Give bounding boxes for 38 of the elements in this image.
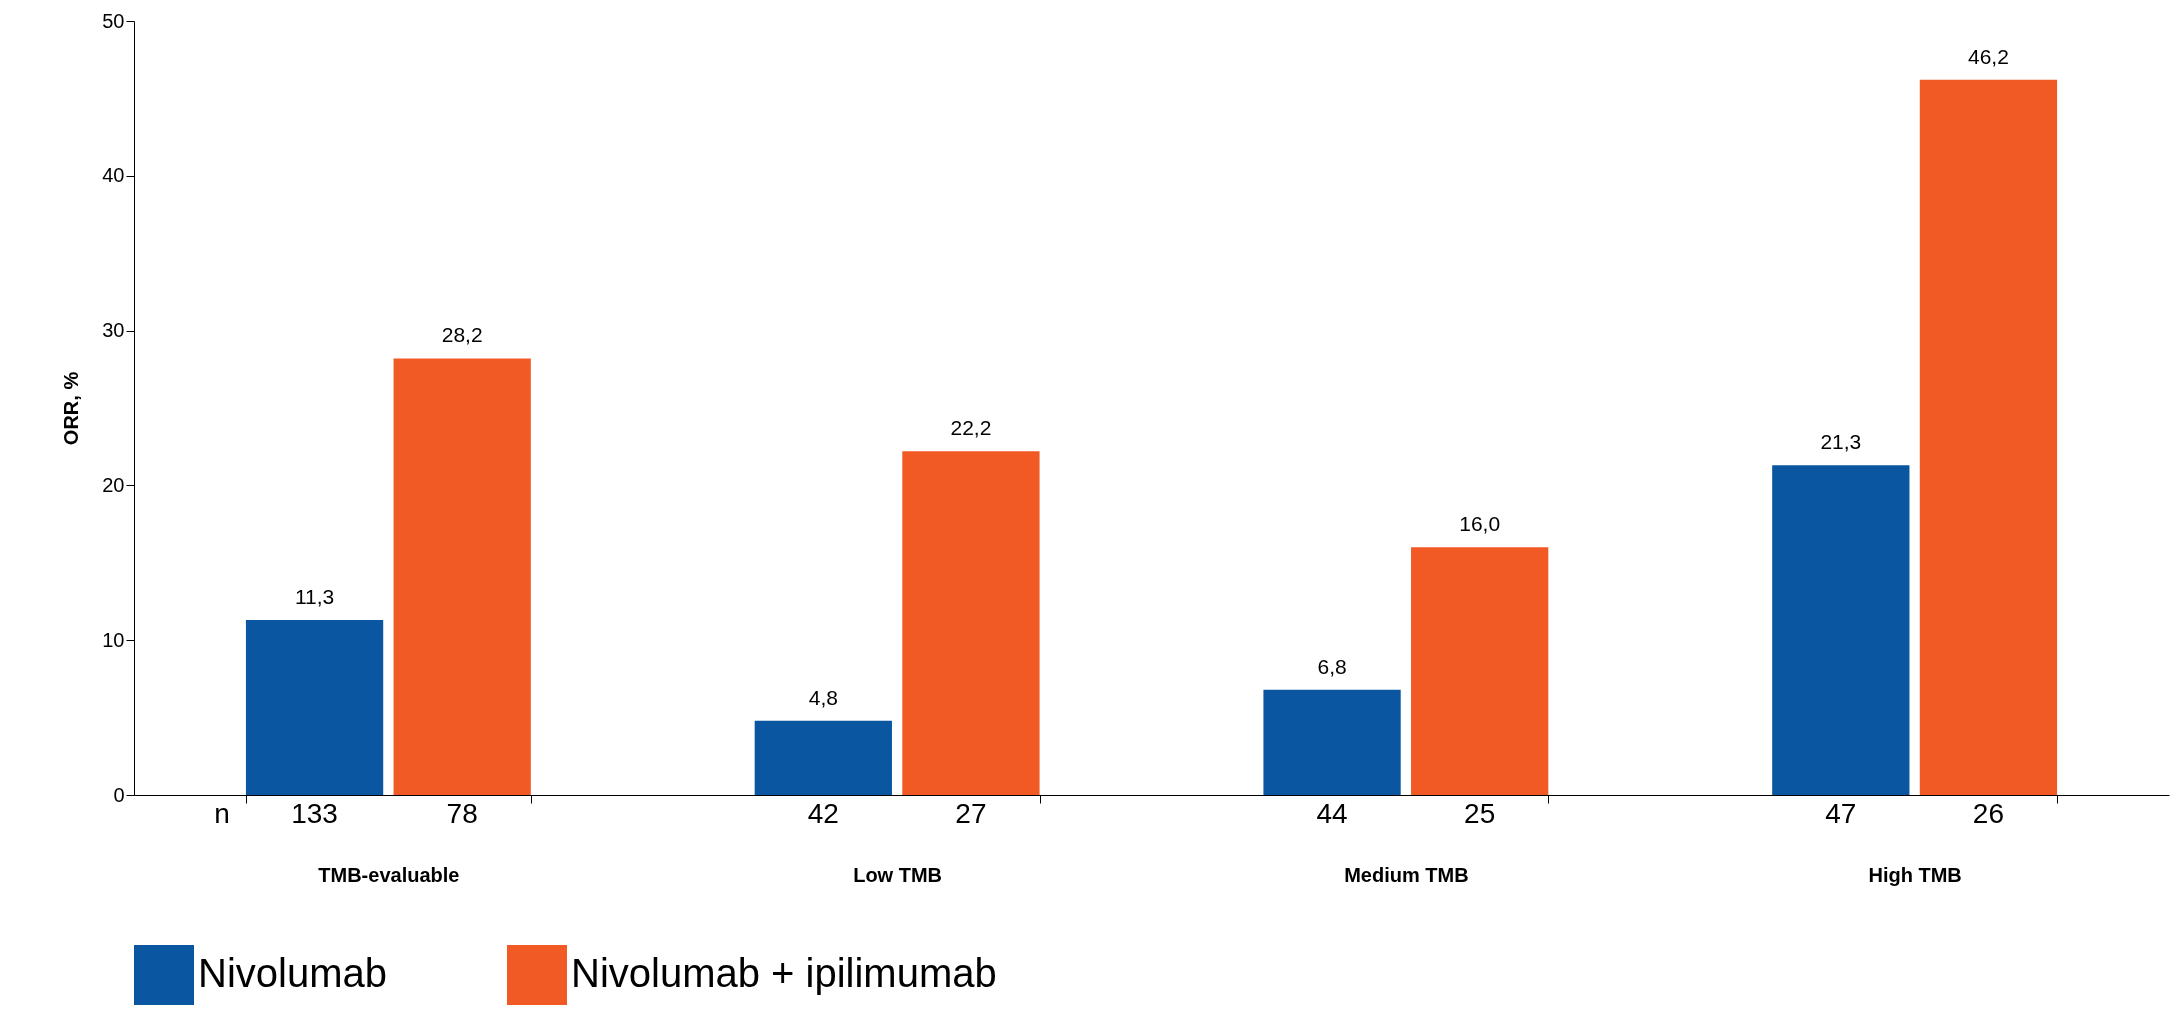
bar (393, 358, 531, 795)
text: 26 (1972, 798, 2005, 829)
y-tick-label: 0 (113, 783, 125, 806)
bar (245, 620, 384, 795)
data-label: 6,8 (1317, 654, 1347, 678)
bar (902, 451, 1040, 795)
text: n (214, 798, 230, 829)
text: 27 (955, 798, 987, 829)
x-tick-label: Medium TMB (1344, 863, 1469, 886)
text: 42 (807, 798, 839, 829)
text: 133 (291, 798, 338, 829)
text: 25 (1464, 798, 1496, 829)
x-tick-label: Low TMB (853, 863, 943, 886)
legend-label: Nivolumab + ipilimumab (571, 951, 997, 995)
y-tick-label: 40 (102, 164, 125, 187)
data-label: 16,0 (1459, 512, 1501, 536)
bar (1263, 689, 1401, 795)
data-label: 22,2 (950, 416, 992, 440)
y-axis-title: ORR, % (60, 371, 83, 446)
bar (1772, 465, 1910, 795)
data-label: 21,3 (1820, 430, 1862, 454)
bar (1411, 547, 1549, 795)
y-tick-label: 10 (102, 628, 125, 651)
y-tick-label: 50 (102, 9, 125, 32)
data-label: 4,8 (808, 685, 838, 709)
text: 47 (1825, 798, 1857, 829)
bar (1919, 79, 2058, 795)
data-label: 46,2 (1968, 44, 2009, 68)
x-tick-label: TMB-evaluable (318, 863, 460, 886)
data-label: 11,3 (294, 585, 335, 609)
y-tick-label: 30 (102, 319, 125, 342)
text: 78 (446, 798, 478, 829)
bar (754, 720, 892, 795)
text: 44 (1316, 798, 1348, 829)
legend-label: Nivolumab (198, 951, 387, 995)
data-label: 28,2 (441, 323, 483, 347)
y-tick-label: 20 (102, 473, 125, 496)
x-tick-label: High TMB (1868, 863, 1962, 886)
